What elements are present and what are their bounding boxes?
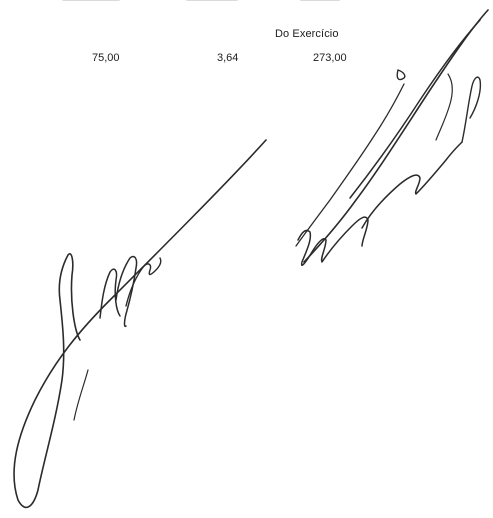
value-cell-3: 273,00 (313, 52, 347, 64)
value-cell-1: 75,00 (92, 52, 120, 64)
value-cell-2: 3,64 (217, 52, 239, 64)
column-header-do-exercicio: Do Exercício (275, 28, 339, 40)
signature-left (13, 139, 267, 509)
signature-right (295, 9, 489, 266)
